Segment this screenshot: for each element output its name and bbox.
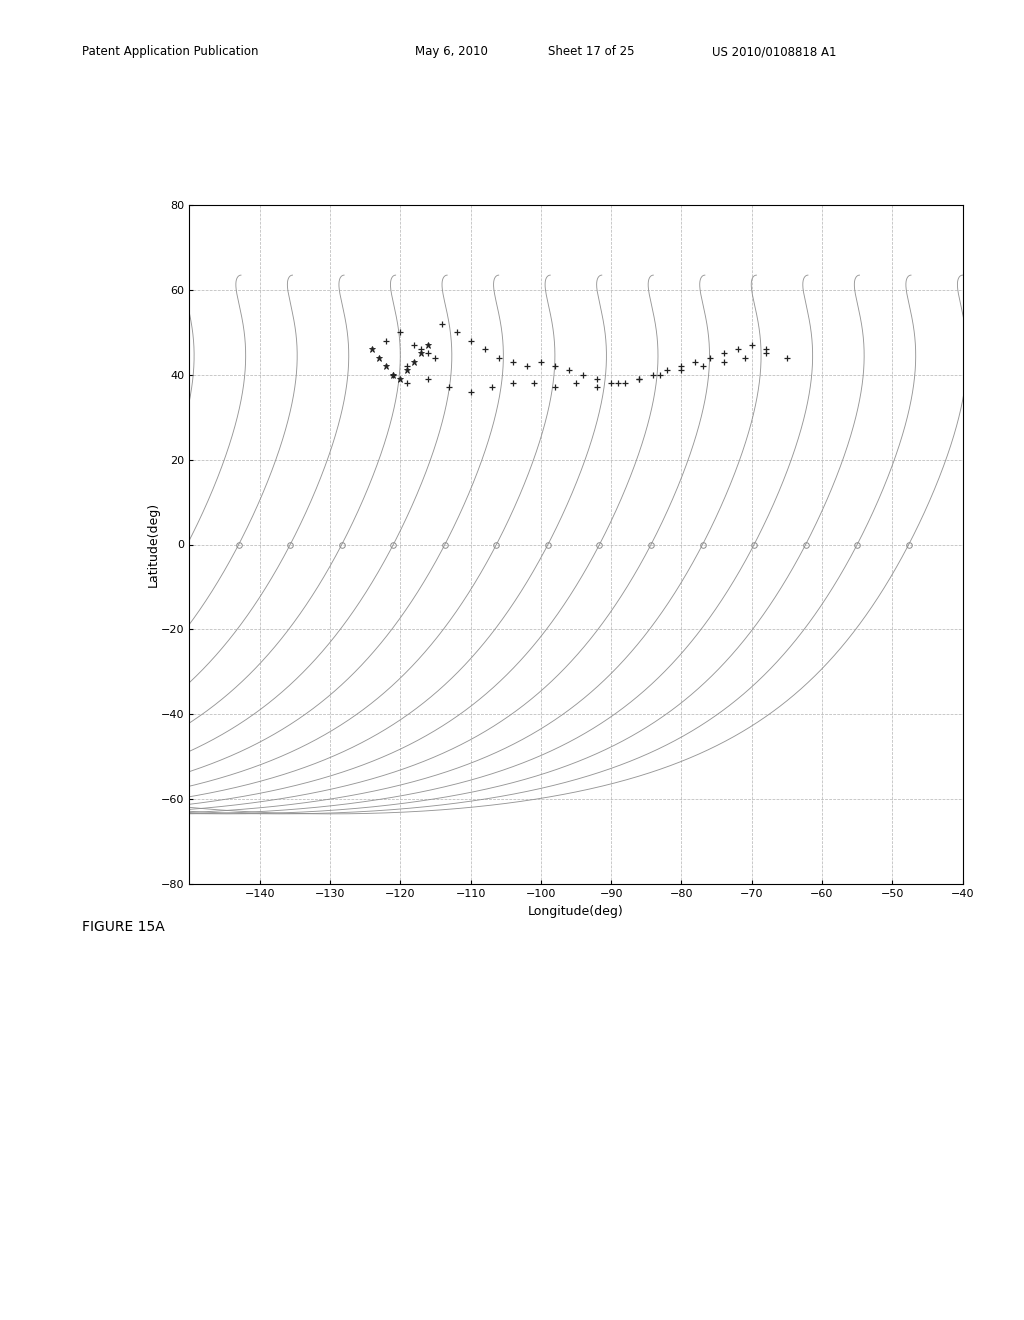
X-axis label: Longitude(deg): Longitude(deg) [528,904,624,917]
Text: US 2010/0108818 A1: US 2010/0108818 A1 [712,45,837,58]
Y-axis label: Latitude(deg): Latitude(deg) [146,502,160,587]
Text: Sheet 17 of 25: Sheet 17 of 25 [548,45,634,58]
Text: FIGURE 15A: FIGURE 15A [82,920,165,933]
Text: May 6, 2010: May 6, 2010 [415,45,487,58]
Text: Patent Application Publication: Patent Application Publication [82,45,258,58]
